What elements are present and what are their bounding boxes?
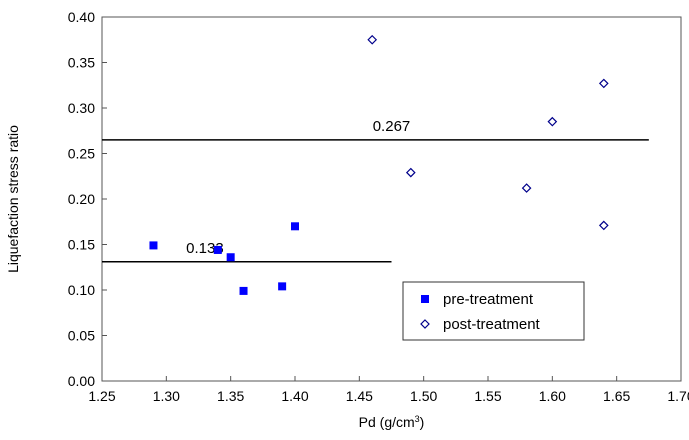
x-axis-label: Pd (g/cm3) bbox=[359, 414, 425, 430]
x-tick-label: 1.55 bbox=[474, 388, 501, 404]
x-tick-labels: 1.25 1.30 1.35 1.40 1.45 1.50 1.55 1.60 1.65 1.70 bbox=[88, 388, 689, 404]
y-tick-label: 0.25 bbox=[68, 146, 95, 162]
y-tick-label: 0.20 bbox=[68, 191, 95, 207]
y-tick-label: 0.05 bbox=[68, 328, 95, 344]
y-tick-label: 0.40 bbox=[68, 9, 95, 25]
pre-treatment-point bbox=[239, 286, 248, 295]
y-tick-label: 0.10 bbox=[68, 282, 95, 298]
legend: pre-treatment post-treatment bbox=[402, 281, 585, 341]
post-treatment-point bbox=[521, 183, 532, 193]
legend-label-post-treatment: post-treatment bbox=[443, 316, 541, 333]
x-tick-label: 1.30 bbox=[153, 388, 180, 404]
legend-marker-post-treatment bbox=[420, 319, 430, 329]
y-tick-label: 0.30 bbox=[68, 100, 95, 116]
plot-area-frame bbox=[101, 16, 682, 382]
post-treatment-point bbox=[598, 220, 609, 231]
x-tick-label: 1.25 bbox=[88, 388, 115, 404]
post-treatment-point bbox=[367, 34, 378, 45]
axes bbox=[101, 16, 682, 382]
pre-treatment-point bbox=[226, 253, 235, 262]
tick-marks bbox=[101, 16, 682, 382]
y-tick-labels: 0.00 0.05 0.10 0.15 0.20 0.25 0.30 0.35 0.40 bbox=[68, 9, 95, 389]
data-points bbox=[149, 34, 609, 295]
y-tick-label: 0.00 bbox=[68, 373, 95, 389]
y-axis-label: Liquefaction stress ratio bbox=[5, 125, 21, 273]
x-tick-label: 1.35 bbox=[217, 388, 244, 404]
x-axis-label-text: Pd (g/cm bbox=[359, 414, 415, 430]
pre-treatment-point bbox=[278, 282, 287, 291]
x-tick-label: 1.65 bbox=[603, 388, 630, 404]
x-axis-label-superscript: 3 bbox=[415, 414, 420, 424]
pre-treatment-point bbox=[213, 245, 222, 254]
x-axis-label-suffix: ) bbox=[420, 414, 425, 430]
x-tick-label: 1.60 bbox=[539, 388, 566, 404]
post-treatment-point bbox=[598, 78, 609, 89]
x-tick-label: 1.40 bbox=[281, 388, 308, 404]
y-tick-label: 0.35 bbox=[68, 55, 95, 71]
pre-treatment-point bbox=[291, 222, 299, 231]
reference-line-label: 0.267 bbox=[373, 118, 411, 135]
x-tick-label: 1.70 bbox=[667, 388, 689, 404]
x-tick-label: 1.50 bbox=[410, 388, 437, 404]
legend-marker-pre-treatment bbox=[421, 295, 429, 303]
legend-label-pre-treatment: pre-treatment bbox=[443, 291, 534, 308]
x-tick-label: 1.45 bbox=[346, 388, 373, 404]
legend-box bbox=[402, 281, 585, 341]
pre-treatment-point bbox=[149, 241, 158, 250]
post-treatment-point bbox=[547, 116, 558, 127]
post-treatment-point bbox=[405, 167, 416, 178]
y-tick-label: 0.15 bbox=[68, 237, 95, 253]
